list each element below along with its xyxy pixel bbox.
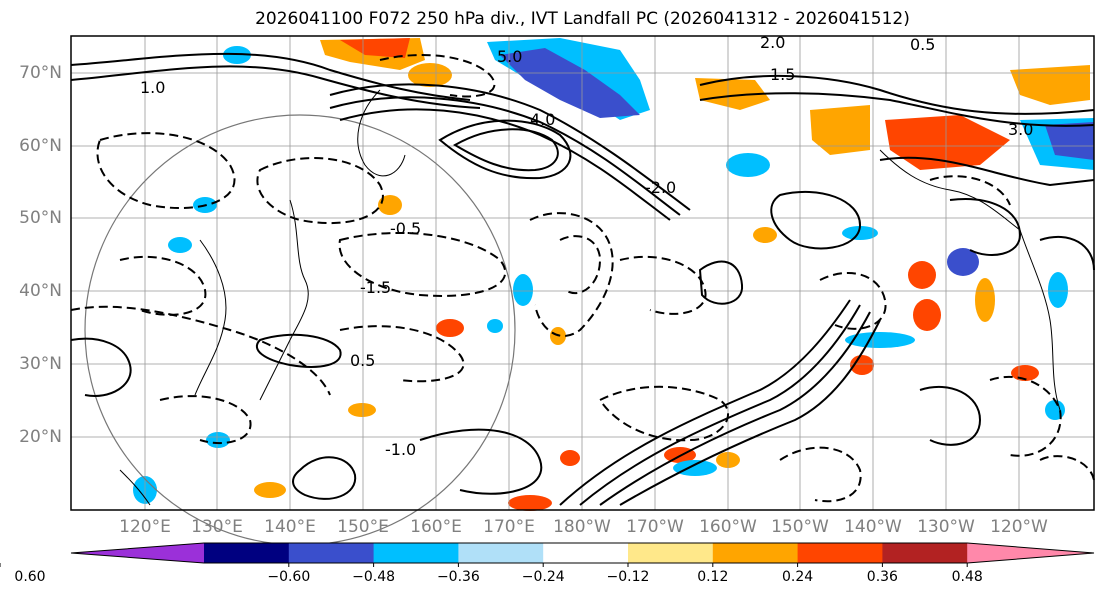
contour-label: 4.0 <box>530 110 555 129</box>
shade-blob <box>842 226 878 240</box>
lon-label: 180°W <box>553 517 611 537</box>
shade-orange-ne2 <box>810 105 870 155</box>
contour-label: -1.5 <box>360 278 391 297</box>
shade-blob <box>1045 400 1065 420</box>
shade-blob <box>947 248 979 276</box>
colorbar-extend-low <box>71 543 204 563</box>
colorbar-tick-label: 0.12 <box>697 569 729 585</box>
colorbar-segment <box>204 543 290 563</box>
shade-blob <box>673 460 717 476</box>
shade-blob <box>913 299 941 331</box>
lon-label: 160°E <box>410 517 462 537</box>
colorbar-segment <box>628 543 714 563</box>
colorbar-segment <box>882 543 968 563</box>
colorbar-outline <box>70 542 1095 564</box>
colorbar-tick-label: −0.36 <box>436 569 480 585</box>
negative-contours <box>70 54 1095 503</box>
contour-label: -2.0 <box>645 178 676 197</box>
lon-label: 170°E <box>483 517 535 537</box>
shade-darkblue-north <box>500 48 640 118</box>
contour-label: 2.0 <box>760 33 785 52</box>
colorbar-tick-label: −0.12 <box>606 569 650 585</box>
graticule <box>71 36 1094 510</box>
contour-label: -0.5 <box>390 219 421 238</box>
lon-label: 120°W <box>990 517 1048 537</box>
colorbar-segment <box>458 543 544 563</box>
shade-blob <box>845 332 915 348</box>
colorbar-tick-label: 0.48 <box>951 569 983 585</box>
lon-label: 170°W <box>626 517 684 537</box>
shade-blob <box>908 261 936 289</box>
contour-label: 1.0 <box>140 78 165 97</box>
shade-blob <box>975 278 995 322</box>
map-area: 1.0 2.0 3.0 4.0 5.0 0.5 1.5 -0.5 -1.0 -1… <box>70 33 1095 546</box>
contour-label: 1.5 <box>770 65 795 84</box>
colorbar-tick-label: −0.24 <box>521 569 565 585</box>
shade-blob <box>348 403 376 417</box>
lon-label: 130°W <box>917 517 975 537</box>
map-border <box>70 35 1095 511</box>
shade-orange-ne1 <box>695 78 770 110</box>
lon-label: 150°E <box>337 517 389 537</box>
shade-red-nw <box>340 38 410 58</box>
lat-label: 70°N <box>19 63 62 83</box>
colorbar-tick-label: −0.48 <box>352 569 396 585</box>
lon-label: 120°E <box>119 517 171 537</box>
colorbar-tick-label: 0.24 <box>782 569 814 585</box>
shade-orange-ne3 <box>1010 65 1090 105</box>
shade-darkblue-ne <box>1045 122 1094 160</box>
lat-label: 50°N <box>19 208 62 228</box>
colorbar-tick-label: −0.60 <box>267 569 311 585</box>
shade-blob <box>206 432 230 448</box>
shade-blob <box>1048 272 1068 308</box>
lat-label: 60°N <box>19 136 62 156</box>
lat-label: 40°N <box>19 281 62 301</box>
colorbar-tick-label: 0.36 <box>866 569 898 585</box>
contour-label: 3.0 <box>1008 120 1033 139</box>
lon-label: 160°W <box>699 517 757 537</box>
shade-blob <box>726 153 770 177</box>
shade-blob <box>223 46 251 64</box>
shade-blob <box>254 482 286 498</box>
shade-blob <box>168 237 192 253</box>
contour-label: 5.0 <box>497 47 522 66</box>
shade-blob <box>753 227 777 243</box>
shade-blob <box>436 319 464 337</box>
colorbar-segment <box>797 543 883 563</box>
lon-label: 140°W <box>844 517 902 537</box>
shade-blob <box>378 195 402 215</box>
contour-labels: 1.0 2.0 3.0 4.0 5.0 0.5 1.5 -0.5 -1.0 -1… <box>140 33 1033 459</box>
colorbar-segment <box>288 543 375 563</box>
colorbar <box>0 542 1095 567</box>
shade-blob <box>508 495 552 511</box>
colorbar-extend-high <box>967 543 1094 563</box>
shade-blob <box>560 450 580 466</box>
colorbar-segment <box>373 543 459 563</box>
positive-contours <box>70 52 1095 506</box>
colorbar-segment <box>543 543 629 563</box>
lat-label: 30°N <box>19 354 62 374</box>
plot-title: 2026041100 F072 250 hPa div., IVT Landfa… <box>255 9 910 29</box>
contour-label: -1.0 <box>385 440 416 459</box>
lon-label: 140°E <box>264 517 316 537</box>
shade-blob <box>408 63 452 87</box>
coastlines <box>119 89 1061 506</box>
lat-label: 20°N <box>19 427 62 447</box>
shading-layer <box>133 38 1094 511</box>
shade-blob <box>513 274 533 306</box>
lon-label: 130°E <box>191 517 243 537</box>
shade-red-ne <box>885 115 1010 170</box>
contour-label: 0.5 <box>350 351 375 370</box>
lon-label: 150°W <box>771 517 829 537</box>
shade-blob <box>850 355 874 375</box>
colorbar-segment <box>712 543 799 563</box>
colorbar-tick-label: 0.60 <box>14 569 46 585</box>
contour-label: 0.5 <box>910 35 935 54</box>
shade-blob <box>487 319 503 333</box>
